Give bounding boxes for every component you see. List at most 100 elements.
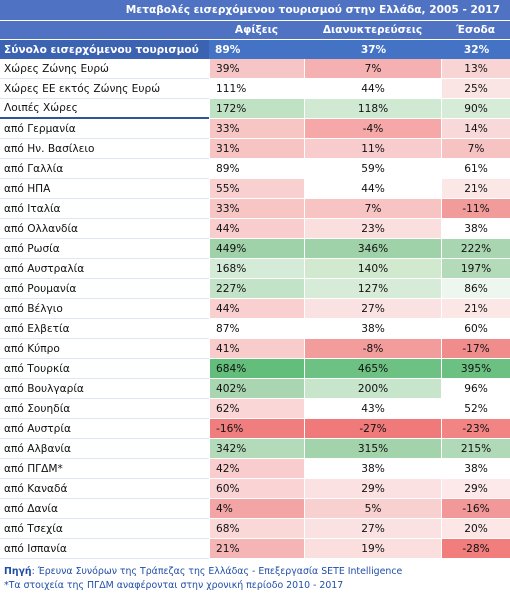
table-body: Χώρες Ζώνης Ευρώ 39% 7% 13% Χώρες ΕΕ εκτός Ζ… xyxy=(0,59,510,559)
arrivals-cell: 55% xyxy=(209,179,304,199)
receipts-cell: 7% xyxy=(441,139,510,159)
overnight-stays-cell: 19% xyxy=(304,539,441,559)
table-row: από Ην. Βασίλειο 31% 11% 7% xyxy=(0,139,510,159)
table-row: Λοιπές Χώρες 172% 118% 90% xyxy=(0,99,510,119)
overnight-stays-cell: 44% xyxy=(304,79,441,99)
arrivals-cell: 87% xyxy=(209,319,304,339)
row-label: από ΗΠΑ xyxy=(0,179,209,199)
arrivals-cell: 31% xyxy=(209,139,304,159)
row-label: από Αυστραλία xyxy=(0,259,209,279)
table-row: από Αλβανία 342% 315% 215% xyxy=(0,439,510,459)
overnight-stays-cell: 7% xyxy=(304,59,441,79)
overnight-stays-cell: 38% xyxy=(304,459,441,479)
arrivals-cell: 42% xyxy=(209,459,304,479)
arrivals-cell: 44% xyxy=(209,299,304,319)
row-label: από Γερμανία xyxy=(0,119,209,139)
total-receipts: 32% xyxy=(441,39,510,59)
table-row: από Δανία 4% 5% -16% xyxy=(0,499,510,519)
receipts-cell: 52% xyxy=(441,399,510,419)
receipts-cell: 14% xyxy=(441,119,510,139)
receipts-cell: 20% xyxy=(441,519,510,539)
row-label: Λοιπές Χώρες xyxy=(0,99,209,119)
row-label: από Βέλγιο xyxy=(0,299,209,319)
overnight-stays-cell: -27% xyxy=(304,419,441,439)
arrivals-cell: 89% xyxy=(209,159,304,179)
receipts-cell: 25% xyxy=(441,79,510,99)
overnight-stays-cell: 29% xyxy=(304,479,441,499)
row-label: από Σουηδία xyxy=(0,399,209,419)
table-row: από Αυστρία -16% -27% -23% xyxy=(0,419,510,439)
total-overnight-stays: 37% xyxy=(304,39,441,59)
arrivals-cell: 21% xyxy=(209,539,304,559)
overnight-stays-cell: 59% xyxy=(304,159,441,179)
receipts-cell: 395% xyxy=(441,359,510,379)
row-label: από Ιταλία xyxy=(0,199,209,219)
arrivals-cell: 402% xyxy=(209,379,304,399)
table-row: από Τουρκία 684% 465% 395% xyxy=(0,359,510,379)
row-label: από Δανία xyxy=(0,499,209,519)
table-row: από Κύπρο 41% -8% -17% xyxy=(0,339,510,359)
overnight-stays-cell: 38% xyxy=(304,319,441,339)
arrivals-cell: 342% xyxy=(209,439,304,459)
receipts-cell: -11% xyxy=(441,199,510,219)
overnight-stays-cell: 118% xyxy=(304,99,441,119)
header-empty-cell xyxy=(0,20,209,39)
overnight-stays-cell: 11% xyxy=(304,139,441,159)
table-row: από Βέλγιο 44% 27% 21% xyxy=(0,299,510,319)
row-label: Χώρες ΕΕ εκτός Ζώνης Ευρώ xyxy=(0,79,209,99)
arrivals-cell: 60% xyxy=(209,479,304,499)
receipts-cell: 61% xyxy=(441,159,510,179)
arrivals-cell: 684% xyxy=(209,359,304,379)
total-arrivals: 89% xyxy=(209,39,304,59)
receipts-cell: -23% xyxy=(441,419,510,439)
table-row: από Σουηδία 62% 43% 52% xyxy=(0,399,510,419)
row-label: από Ην. Βασίλειο xyxy=(0,139,209,159)
title-row: Μεταβολές εισερχόμενου τουρισμού στην Ελ… xyxy=(0,0,510,20)
overnight-stays-cell: 7% xyxy=(304,199,441,219)
receipts-cell: 29% xyxy=(441,479,510,499)
table-row: από Ισπανία 21% 19% -28% xyxy=(0,539,510,559)
source-text: : Έρευνα Συνόρων της Τράπεζας της Ελλάδα… xyxy=(31,566,403,577)
table-row: από Τσεχία 68% 27% 20% xyxy=(0,519,510,539)
footnote: *Τα στοιχεία της ΠΓΔΜ αναφέρονται στην χ… xyxy=(4,580,344,591)
arrivals-cell: 33% xyxy=(209,119,304,139)
arrivals-cell: 62% xyxy=(209,399,304,419)
receipts-cell: 60% xyxy=(441,319,510,339)
row-label: από Αλβανία xyxy=(0,439,209,459)
receipts-cell: 38% xyxy=(441,219,510,239)
row-label: από Τσεχία xyxy=(0,519,209,539)
row-label: από Τουρκία xyxy=(0,359,209,379)
receipts-cell: -28% xyxy=(441,539,510,559)
row-label: από Καναδά xyxy=(0,479,209,499)
overnight-stays-cell: 127% xyxy=(304,279,441,299)
overnight-stays-cell: 5% xyxy=(304,499,441,519)
row-label: από ΠΓΔΜ* xyxy=(0,459,209,479)
overnight-stays-cell: 27% xyxy=(304,519,441,539)
receipts-cell: 215% xyxy=(441,439,510,459)
row-label: από Ρωσία xyxy=(0,239,209,259)
header-arrivals: Αφίξεις xyxy=(209,20,304,39)
source-label: Πηγή xyxy=(4,566,32,577)
table-row: από Ιταλία 33% 7% -11% xyxy=(0,199,510,219)
source-line: Πηγή: Έρευνα Συνόρων της Τράπεζας της Ελ… xyxy=(4,566,402,577)
row-label: από Γαλλία xyxy=(0,159,209,179)
overnight-stays-cell: 315% xyxy=(304,439,441,459)
receipts-cell: 197% xyxy=(441,259,510,279)
arrivals-cell: 111% xyxy=(209,79,304,99)
table-row: Χώρες Ζώνης Ευρώ 39% 7% 13% xyxy=(0,59,510,79)
table-row: από Γερμανία 33% -4% 14% xyxy=(0,119,510,139)
row-label: από Ισπανία xyxy=(0,539,209,559)
arrivals-cell: 4% xyxy=(209,499,304,519)
receipts-cell: 86% xyxy=(441,279,510,299)
total-row: Σύνολο εισερχόμενου τουρισμού 89% 37% 32… xyxy=(0,39,510,59)
row-label: από Ελβετία xyxy=(0,319,209,339)
arrivals-cell: -16% xyxy=(209,419,304,439)
table-row: από Ρουμανία 227% 127% 86% xyxy=(0,279,510,299)
table-row: από Καναδά 60% 29% 29% xyxy=(0,479,510,499)
arrivals-cell: 172% xyxy=(209,99,304,119)
overnight-stays-cell: 465% xyxy=(304,359,441,379)
tourism-change-table: Μεταβολές εισερχόμενου τουρισμού στην Ελ… xyxy=(0,0,510,559)
row-label: από Κύπρο xyxy=(0,339,209,359)
row-label: από Ολλανδία xyxy=(0,219,209,239)
table-row: από Βουλγαρία 402% 200% 96% xyxy=(0,379,510,399)
